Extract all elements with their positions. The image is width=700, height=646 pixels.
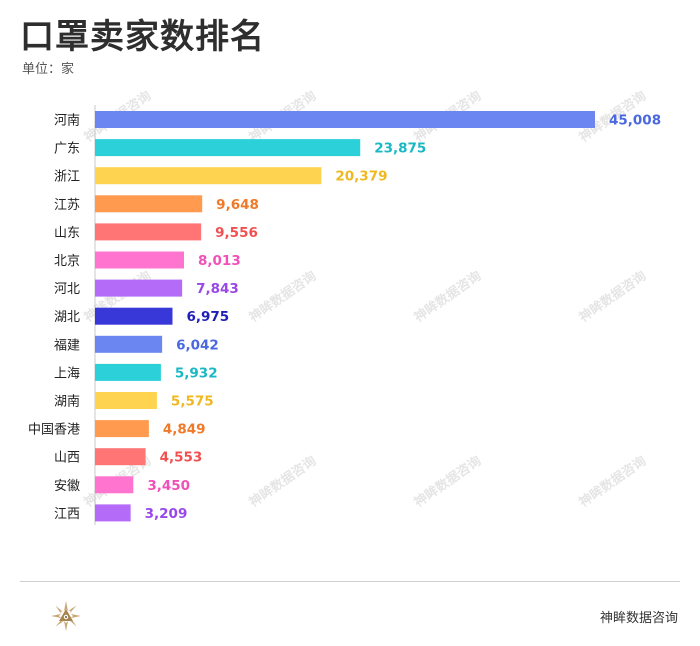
value-label: 23,875 <box>374 141 426 157</box>
category-label: 上海 <box>54 366 80 381</box>
bar <box>95 448 146 466</box>
watermark-text: 神眸数据咨询 <box>411 268 484 326</box>
value-label: 9,556 <box>215 225 258 241</box>
category-label: 中国香港 <box>28 423 80 438</box>
bar <box>95 476 134 494</box>
value-label: 6,975 <box>186 309 229 325</box>
category-label: 广东 <box>54 142 80 157</box>
category-label: 湖北 <box>54 310 80 325</box>
value-label: 45,008 <box>609 113 661 129</box>
bar <box>95 420 149 438</box>
watermark-text: 神眸数据咨询 <box>411 453 484 511</box>
category-label: 福建 <box>54 338 80 353</box>
watermark-text: 神眸数据咨询 <box>576 453 649 511</box>
bar <box>95 307 173 325</box>
category-label: 山西 <box>54 451 80 466</box>
value-label: 5,575 <box>171 394 214 410</box>
watermark-text: 神眸数据咨询 <box>246 453 319 511</box>
value-label: 7,843 <box>196 281 239 297</box>
page-title: 口罩卖家数排名 <box>20 17 265 57</box>
bar <box>95 335 163 353</box>
category-label: 江西 <box>54 507 80 522</box>
eye-logo-icon <box>51 601 81 631</box>
value-label: 3,209 <box>145 506 188 522</box>
category-label: 山东 <box>54 226 80 241</box>
bar <box>95 111 595 128</box>
value-label: 4,849 <box>163 422 206 438</box>
unit-label: 单位：家 <box>22 62 75 77</box>
bar <box>95 195 203 213</box>
value-label: 5,932 <box>175 365 218 381</box>
category-label: 安徽 <box>54 479 80 494</box>
bar <box>95 139 361 157</box>
category-label: 河南 <box>54 113 80 129</box>
bar <box>95 167 322 185</box>
bar <box>95 279 183 297</box>
bars-layer: 河南 45,008 广东 23,875 浙江 20,379 江苏 9,648 山东 9,556 北京… <box>28 111 661 522</box>
category-label: 河北 <box>54 282 80 297</box>
value-label: 4,553 <box>160 450 203 466</box>
footer-brand-label: 神眸数据咨询 <box>599 611 678 626</box>
category-label: 北京 <box>54 254 80 269</box>
bar <box>95 223 202 241</box>
bar <box>95 251 185 269</box>
value-label: 8,013 <box>198 253 241 269</box>
bar <box>95 363 161 381</box>
value-label: 6,042 <box>176 337 219 353</box>
footer-divider <box>20 581 680 582</box>
category-label: 浙江 <box>54 170 80 185</box>
watermark-text: 神眸数据咨询 <box>246 268 319 326</box>
value-label: 9,648 <box>216 197 259 213</box>
category-label: 湖南 <box>54 394 80 410</box>
value-label: 20,379 <box>335 169 387 185</box>
bar <box>95 392 157 409</box>
category-label: 江苏 <box>54 197 80 213</box>
watermark-text: 神眸数据咨询 <box>576 268 649 326</box>
bar <box>95 504 131 522</box>
value-label: 3,450 <box>147 478 190 494</box>
